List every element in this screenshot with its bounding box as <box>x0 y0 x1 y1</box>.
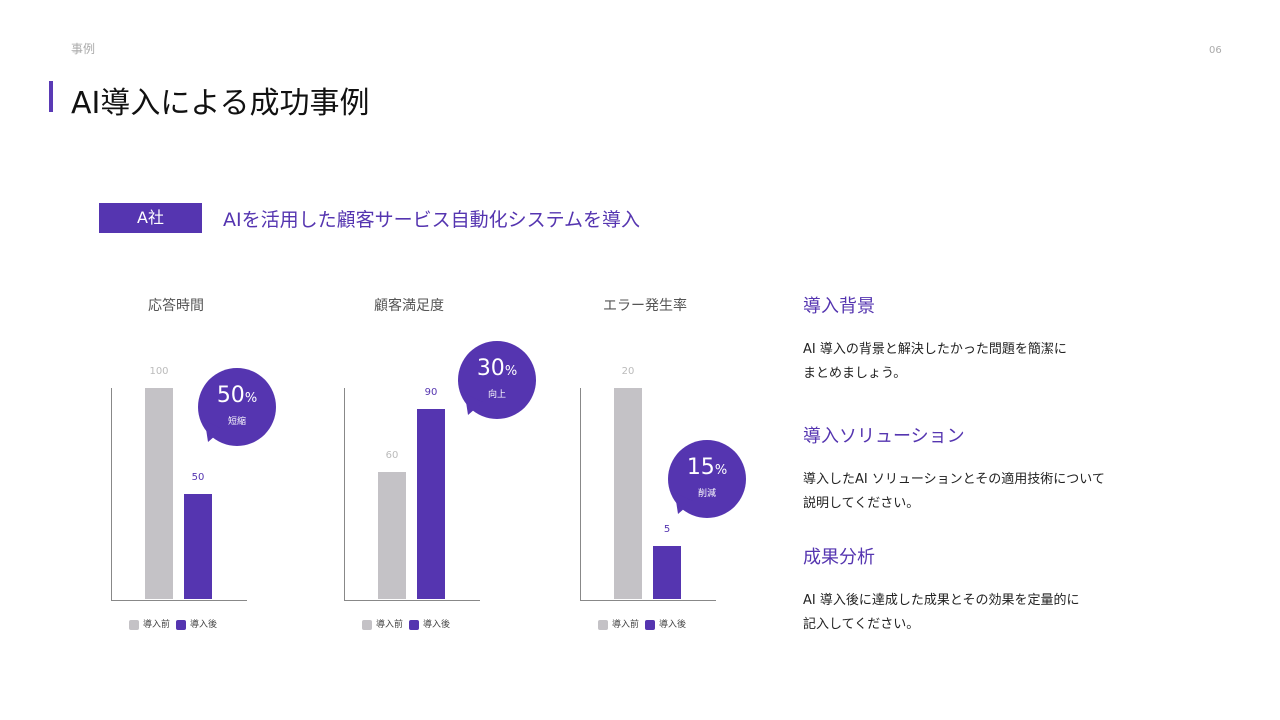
chart-title: エラー発生率 <box>603 298 687 314</box>
bar-after <box>653 546 681 599</box>
legend-label: 導入後 <box>190 620 218 630</box>
legend-after: 導入後 <box>409 617 450 630</box>
bar-value-label: 5 <box>663 524 671 536</box>
callout-label: 向上 <box>487 390 506 400</box>
breadcrumb: 事例 <box>71 42 96 56</box>
section-results: 成果分析 AI 導入後に達成した成果とその効果を定量的に 記入してください。 <box>803 543 1143 637</box>
legend-swatch <box>176 619 187 630</box>
bar-after <box>417 409 445 599</box>
title-accent-bar <box>49 81 53 112</box>
legend-swatch <box>645 619 656 630</box>
chart-legend: 導入前 導入後 <box>129 617 217 630</box>
callout-bubble: 30% 向上 <box>457 341 536 419</box>
legend-label: 導入前 <box>612 620 640 630</box>
case-subtitle: AIを活用した顧客サービス自動化システムを導入 <box>223 209 641 231</box>
text-line: AI 導入後に達成した成果とその効果を定量的に <box>803 593 1080 608</box>
legend-after: 導入後 <box>645 617 686 630</box>
chart-title: 顧客満足度 <box>374 298 444 314</box>
bar-value-label: 20 <box>621 366 635 377</box>
bar-after <box>184 493 212 599</box>
section-heading: 成果分析 <box>803 547 875 568</box>
legend-label: 導入後 <box>423 620 451 630</box>
text-line: AI 導入の背景と解決したかった問題を簡潔に <box>803 342 1067 357</box>
chart-axis <box>344 388 480 601</box>
bar-before <box>614 388 642 599</box>
page-number: 06 <box>1209 45 1222 56</box>
chart-axis <box>580 388 716 601</box>
legend-after: 導入後 <box>176 617 217 630</box>
legend-before: 導入前 <box>598 617 639 630</box>
section-text: AI 導入後に達成した成果とその効果を定量的に 記入してください。 <box>803 589 1143 637</box>
section-heading: 導入背景 <box>803 296 875 317</box>
chart-legend: 導入前 導入後 <box>362 617 450 630</box>
legend-before: 導入前 <box>362 617 403 630</box>
callout-label: 短縮 <box>227 417 246 427</box>
company-badge: A社 <box>99 203 202 233</box>
callout-label: 削減 <box>697 489 716 499</box>
legend-swatch <box>409 619 420 630</box>
callout-value: 50% <box>216 383 258 408</box>
text-line: 導入したAI ソリューションとその適用技術について <box>803 472 1105 487</box>
page-title: AI導入による成功事例 <box>71 86 370 121</box>
callout-value: 15% <box>686 455 728 480</box>
bar-value-label: 100 <box>149 366 169 377</box>
bar-before <box>145 388 173 599</box>
bar-value-label: 90 <box>424 387 438 399</box>
chart-axis <box>111 388 247 601</box>
section-text: 導入したAI ソリューションとその適用技術について 説明してください。 <box>803 468 1143 516</box>
chart-title: 応答時間 <box>148 298 204 314</box>
text-line: 記入してください。 <box>803 617 920 632</box>
legend-swatch <box>129 619 139 630</box>
callout-bubble: 15% 削減 <box>667 440 746 518</box>
legend-label: 導入前 <box>143 620 171 630</box>
legend-swatch <box>598 619 608 630</box>
section-text: AI 導入の背景と解決したかった問題を簡潔に まとめましょう。 <box>803 338 1143 386</box>
bar-value-label: 60 <box>385 450 399 462</box>
bar-value-label: 50 <box>191 471 205 483</box>
text-line: まとめましょう。 <box>803 366 907 381</box>
bar-before <box>378 472 406 599</box>
legend-before: 導入前 <box>129 617 170 630</box>
text-line: 説明してください。 <box>803 496 920 511</box>
section-background: 導入背景 AI 導入の背景と解決したかった問題を簡潔に まとめましょう。 <box>803 292 1143 386</box>
chart-legend: 導入前 導入後 <box>598 617 686 630</box>
callout-bubble: 50% 短縮 <box>197 368 276 446</box>
legend-swatch <box>362 619 372 630</box>
section-solution: 導入ソリューション 導入したAI ソリューションとその適用技術について 説明して… <box>803 422 1143 516</box>
legend-label: 導入前 <box>376 620 404 630</box>
legend-label: 導入後 <box>659 620 687 630</box>
callout-value: 30% <box>476 356 518 381</box>
section-heading: 導入ソリューション <box>803 426 965 447</box>
